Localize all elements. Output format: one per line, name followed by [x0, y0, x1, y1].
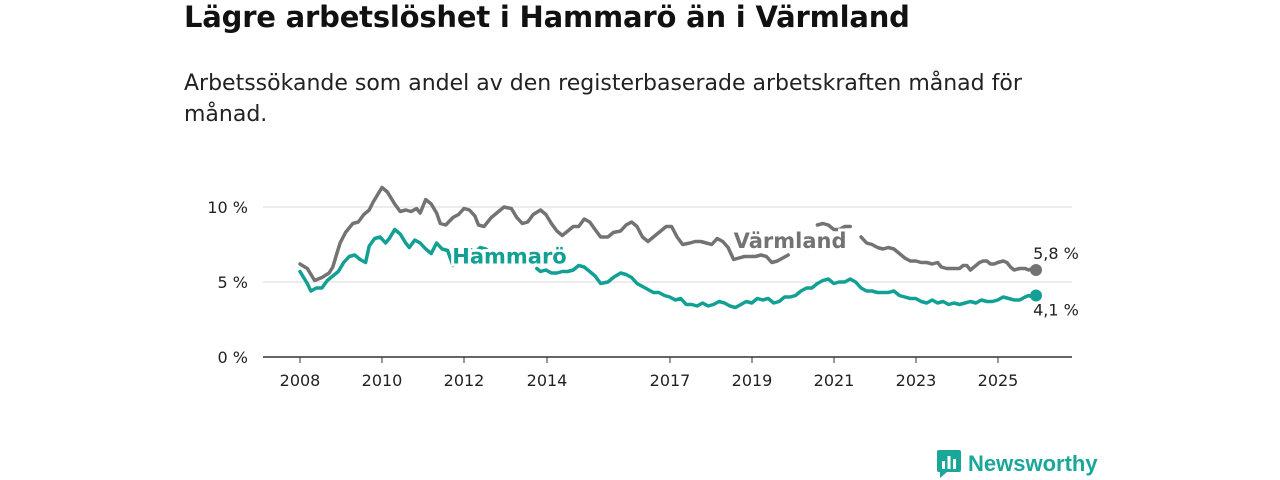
series-line-hammaro	[298, 227, 510, 293]
end-point-varmland	[1030, 264, 1042, 276]
chart-subtitle: Arbetssökande som andel av den registerb…	[184, 71, 1022, 127]
x-tick-label: 2021	[814, 371, 855, 390]
series-line-varmland	[298, 185, 790, 283]
x-tick-label: 2019	[732, 371, 773, 390]
series-line-varmland	[859, 235, 1038, 272]
chart-title: Lägre arbetslöshet i Hammarö än i Värmla…	[184, 0, 910, 34]
series-lines	[298, 185, 1042, 310]
end-value-label-hammaro: 4,1 %	[1033, 301, 1079, 320]
x-tick-label: 2012	[444, 371, 485, 390]
series-line-varmland	[815, 221, 852, 232]
x-tick-label: 2025	[978, 371, 1019, 390]
end-point-hammaro	[1030, 289, 1042, 302]
series-line-hammaro	[513, 254, 525, 260]
series-label-hammaro: Hammarö	[452, 245, 566, 269]
y-tick-label: 0 %	[218, 348, 248, 367]
x-tick-label: 2010	[362, 371, 403, 390]
y-tick-label: 5 %	[218, 273, 248, 292]
end-value-label-varmland: 5,8 %	[1033, 244, 1079, 263]
newsworthy-brand[interactable]: Newsworthy	[936, 448, 1098, 480]
x-tick-label: 2008	[280, 371, 321, 390]
series-label-varmland: Värmland	[734, 229, 847, 253]
line-chart: 0 % 5 % 10 % 2008 2010 2012 2014 2017 2019 2021 20…	[207, 185, 1079, 390]
brand-name: Newsworthy	[968, 451, 1098, 476]
x-tick-label: 2017	[650, 371, 691, 390]
y-tick-label: 10 %	[207, 198, 248, 217]
grid-lines	[263, 206, 1072, 283]
series-labels: 5,8 % 4,1 % Hammarö Värmland	[449, 226, 1079, 320]
newsworthy-logo-icon	[937, 450, 961, 478]
x-tick-label: 2023	[896, 371, 937, 390]
axes: 0 % 5 % 10 % 2008 2010 2012 2014 2017 2019 2021 20…	[207, 198, 1072, 390]
x-tick-label: 2014	[527, 371, 568, 390]
series-line-hammaro	[535, 263, 1038, 310]
